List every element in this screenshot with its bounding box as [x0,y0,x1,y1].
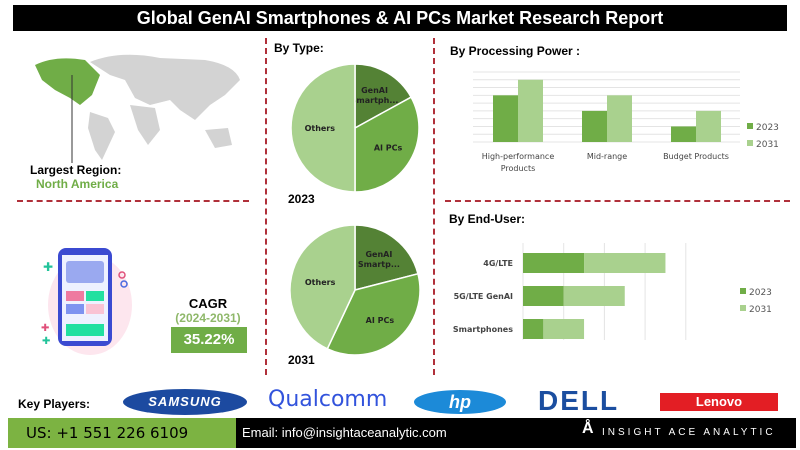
legend-label: 2031 [749,305,772,315]
key-players-label: Key Players: [18,397,91,411]
bar [493,95,518,142]
bar [696,110,721,142]
category-label: Mid-range [587,152,627,161]
pie-label: Smartp... [358,260,400,269]
pie-slice [326,272,421,356]
pie-label: Smartph... [351,96,399,105]
end-user-bar-chart: 4G/LTE 5G/LTE GenAI Smartphones 2023 2031 [453,243,772,340]
footer-bar [236,418,796,448]
bar [582,110,607,142]
processing-title: By Processing Power : [450,44,581,58]
svg-text:✚: ✚ [42,336,50,347]
processing-bar-chart: High-performance Products Mid-range Budget … [473,71,779,173]
end-user-title: By End-User: [449,212,526,226]
dell-logo: DELL [538,385,620,416]
lenovo-logo: Lenovo [660,393,778,411]
qualcomm-logo: Qualcomm [268,387,388,412]
divider [17,200,249,202]
bar [563,286,625,306]
smartphone-illustration: ✚ ✚ ✚ [41,248,132,355]
pie-label: AI PCs [366,316,395,325]
legend-swatch [747,123,753,129]
category-label: 4G/LTE [483,259,513,268]
pie-label: GenAI [365,250,392,259]
category-label: 5G/LTE GenAI [454,292,513,301]
legend-label: 2031 [756,140,779,150]
brand-name: INSIGHT ACE ANALYTIC [602,427,776,438]
pie-label: GenAI [361,86,388,95]
pie-slice [290,63,356,193]
bar [584,253,666,273]
pie-label: Others [305,278,336,287]
legend-label: 2023 [756,123,779,133]
legend-label: 2023 [749,288,772,298]
category-label: Smartphones [453,325,513,334]
svg-text:✚: ✚ [41,323,49,334]
largest-region-label: Largest Region: [30,163,122,177]
category-label: High-performance [482,152,555,161]
divider [445,200,790,202]
pie-slice [354,63,413,130]
email-link[interactable]: Email: info@insightaceanalytic.com [242,425,447,440]
bar [523,319,544,339]
bar [523,253,585,273]
legend-swatch [740,305,746,311]
pie-slice [354,224,419,291]
category-label: Products [501,164,536,173]
pie-label: Others [305,124,336,133]
brand-logo-icon: Å [582,420,594,437]
svg-text:✚: ✚ [43,260,53,274]
report-title: Global GenAI Smartphones & AI PCs Market… [13,5,787,31]
bar [671,126,696,142]
bar [518,79,543,142]
pie-label: AI PCs [374,144,403,153]
hp-logo: hp [414,390,506,414]
pie-slice [354,96,420,193]
bar [523,286,564,306]
largest-region-value: North America [36,177,119,191]
cagr-label: CAGR [188,296,228,311]
by-type-title: By Type: [274,41,324,55]
pie-2023-title: 2023 [288,192,315,206]
cagr-period: (2024-2031) [175,311,241,325]
bar [543,319,585,339]
cagr-value: 35.22% [171,327,247,353]
samsung-logo: SAMSUNG [123,389,247,415]
phone-number[interactable]: US: +1 551 226 6109 [8,418,236,448]
legend-swatch [747,140,753,146]
legend-swatch [740,288,746,294]
bar [607,95,632,142]
pie-2031-title: 2031 [288,353,315,367]
pie-slice [289,224,356,350]
divider [265,38,267,375]
world-map [35,54,240,163]
divider [433,38,435,375]
category-label: Budget Products [663,152,729,161]
